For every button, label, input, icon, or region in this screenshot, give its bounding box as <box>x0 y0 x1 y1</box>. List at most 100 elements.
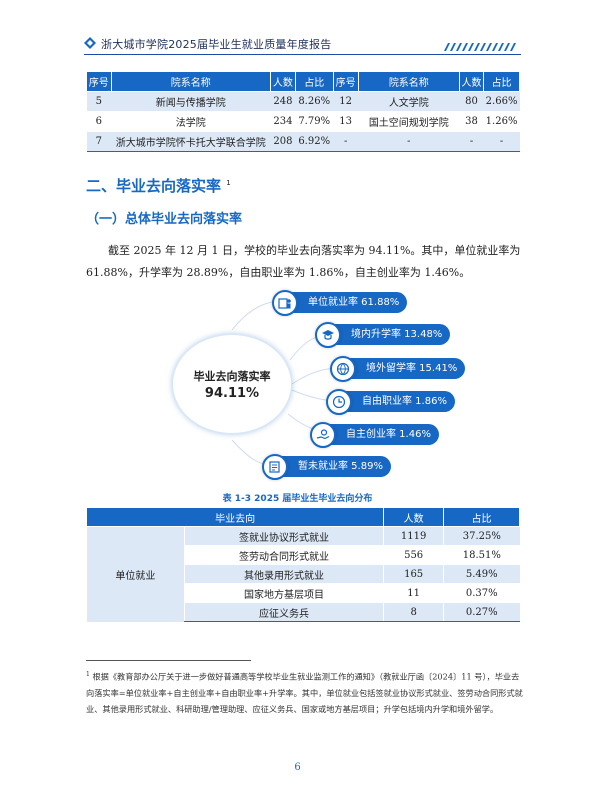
table-header-row: 毕业去向 人数 占比 <box>85 507 520 527</box>
table-row: 其他录用形式就业 165 5.49% <box>87 564 520 584</box>
table-cell: 234 <box>270 111 296 132</box>
header-cell: 人数 <box>458 71 485 92</box>
header-cell: 序号 <box>332 71 359 92</box>
rate-item-label: 境外留学率 15.41% <box>366 363 458 374</box>
footnote-ref[interactable]: 1 <box>226 179 231 187</box>
table-cell: 应征义务兵 <box>183 602 384 622</box>
table-cell: 13 <box>333 111 359 132</box>
header-cell: 院系名称 <box>357 71 460 92</box>
table-cell: 7 <box>86 131 112 152</box>
header-cell: 人数 <box>270 71 296 92</box>
table-cell: 签劳动合同形式就业 <box>183 545 384 565</box>
page-number: 6 <box>294 762 301 773</box>
table-cell: 18.51% <box>443 545 520 565</box>
group-cell: 单位就业 <box>86 526 185 622</box>
header-cell: 占比 <box>443 507 520 527</box>
table-cell: 签就业协议形式就业 <box>183 526 384 546</box>
table-cell: 7.79% <box>295 111 334 132</box>
employment-icon <box>272 290 298 316</box>
rate-item-label: 暂未就业率 5.89% <box>298 461 383 472</box>
table-cell: 1119 <box>383 526 444 546</box>
rate-item-label: 境内升学率 13.48% <box>351 329 443 340</box>
table-cell: - <box>483 131 520 152</box>
table-cell: 2.66% <box>483 91 520 112</box>
footnote-mark: 1 <box>86 671 90 678</box>
header-cell: 人数 <box>383 507 445 527</box>
diamond-logo-icon <box>84 37 96 49</box>
footnote-rule <box>86 660 251 661</box>
center-circle <box>172 334 292 434</box>
table-cell: 12 <box>333 91 359 112</box>
header-cell: 序号 <box>86 71 112 92</box>
table-cell: 6.92% <box>295 131 334 152</box>
rate-item-unemployed: 暂未就业率 5.89% <box>272 456 391 477</box>
center-value: 94.11% <box>204 386 260 401</box>
table-cell: 556 <box>383 545 444 565</box>
section-heading: 二、毕业去向落实率 1 <box>86 175 231 196</box>
table-cell: 0.27% <box>443 602 520 622</box>
subsection-heading: （一）总体毕业去向落实率 <box>86 212 243 227</box>
table-cell: 0.37% <box>443 583 520 603</box>
rate-item-domestic-study: 境内升学率 13.48% <box>325 324 451 345</box>
rate-item-entrepreneurship: 自主创业率 1.46% <box>320 424 439 445</box>
table-cell: - <box>358 131 460 152</box>
table-cell: - <box>459 131 484 152</box>
header-rule <box>84 54 521 55</box>
table-cell: 5.49% <box>443 564 520 584</box>
table-cell: 新闻与传播学院 <box>111 91 271 112</box>
table-cell: 8 <box>383 602 444 622</box>
table-cell: 5 <box>86 91 112 112</box>
table-cell: 浙大城市学院怀卡托大学联合学院 <box>111 131 271 152</box>
table-cell: 8.26% <box>295 91 334 112</box>
table-row: 国家地方基层项目 11 0.37% <box>87 583 520 603</box>
table-cell: 其他录用形式就业 <box>183 564 384 584</box>
table-cell: 11 <box>383 583 444 603</box>
footnote: 1 根据《教育部办公厅关于进一步做好普通高等学校毕业生就业监测工作的通知》（教就… <box>86 667 526 717</box>
destination-distribution-table: 毕业去向 人数 占比 单位就业 签就业协议形式就业 1119 37.25% 签劳… <box>85 507 520 622</box>
clock-icon <box>326 389 352 415</box>
table-cell: 38 <box>459 111 484 132</box>
table-cell: 国家地方基层项目 <box>183 583 384 603</box>
table-row: 应征义务兵 8 0.27% <box>87 602 520 622</box>
header-title: 浙大城市学院2025届毕业生就业质量年度报告 <box>101 38 332 51</box>
table-row: 6 法学院 234 7.79% 13 国土空间规划学院 38 1.26% <box>86 111 520 132</box>
table-row: 签劳动合同形式就业 556 18.51% <box>87 545 520 565</box>
table-row: 5 新闻与传播学院 248 8.26% 12 人文学院 80 2.66% <box>86 91 520 112</box>
table-cell: 6 <box>86 111 112 132</box>
hand-coin-icon <box>310 422 336 448</box>
table-header-row: 序号 院系名称 人数 占比 序号 院系名称 人数 占比 <box>86 71 520 92</box>
rate-item-label: 单位就业率 61.88% <box>308 297 400 308</box>
center-label: 毕业去向落实率 <box>193 370 271 383</box>
table-cell: 37.25% <box>443 526 520 546</box>
table-caption: 表 1-3 2025 届毕业生毕业去向分布 <box>222 494 373 504</box>
table-cell: 国土空间规划学院 <box>358 111 460 132</box>
rate-item-label: 自主创业率 1.46% <box>346 429 431 440</box>
table-cell: 208 <box>270 131 296 152</box>
table-cell: 法学院 <box>111 111 271 132</box>
placement-rate-infographic: 毕业去向落实率 94.11% 单位就业率 61.88% 境内升学率 13.48%… <box>160 290 480 480</box>
rate-item-freelance: 自由职业率 1.86% <box>336 391 455 412</box>
header-cell: 院系名称 <box>110 71 272 92</box>
table-row: 单位就业 签就业协议形式就业 1119 37.25% <box>86 526 520 622</box>
rate-item-employment: 单位就业率 61.88% <box>282 292 408 313</box>
header-cell: 占比 <box>294 71 334 92</box>
college-distribution-table: 序号 院系名称 人数 占比 序号 院系名称 人数 占比 5 新闻与传播学院 24… <box>86 71 520 152</box>
table-cell: 1.26% <box>483 111 520 132</box>
footnote-text: 根据《教育部办公厅关于进一步做好普通高等学校毕业生就业监测工作的通知》（教就业厅… <box>86 671 523 714</box>
rate-item-label: 自由职业率 1.86% <box>362 396 447 407</box>
globe-plane-icon <box>330 356 356 382</box>
header-cell: 占比 <box>483 71 520 92</box>
table-cell: 80 <box>459 91 484 112</box>
page-header: 浙大城市学院2025届毕业生就业质量年度报告 <box>0 0 595 62</box>
table-cell: - <box>333 131 359 152</box>
graduation-cap-icon <box>315 322 341 348</box>
section-heading-text: 二、毕业去向落实率 <box>86 177 222 195</box>
header-cell: 毕业去向 <box>85 507 385 527</box>
resume-icon <box>262 454 288 480</box>
rate-item-overseas-study: 境外留学率 15.41% <box>340 358 466 379</box>
header-stripes-decoration <box>444 43 516 51</box>
table-cell: 165 <box>383 564 444 584</box>
body-paragraph: 截至 2025 年 12 月 1 日，学校的毕业去向落实率为 94.11%。其中… <box>86 244 521 279</box>
table-cell: 248 <box>270 91 296 112</box>
table-row: 7 浙大城市学院怀卡托大学联合学院 208 6.92% - - - - <box>86 131 520 152</box>
